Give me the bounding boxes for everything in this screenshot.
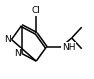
Text: N: N [14,49,21,58]
Text: NH: NH [62,43,75,52]
Text: N: N [4,35,11,44]
Text: Cl: Cl [32,6,41,15]
